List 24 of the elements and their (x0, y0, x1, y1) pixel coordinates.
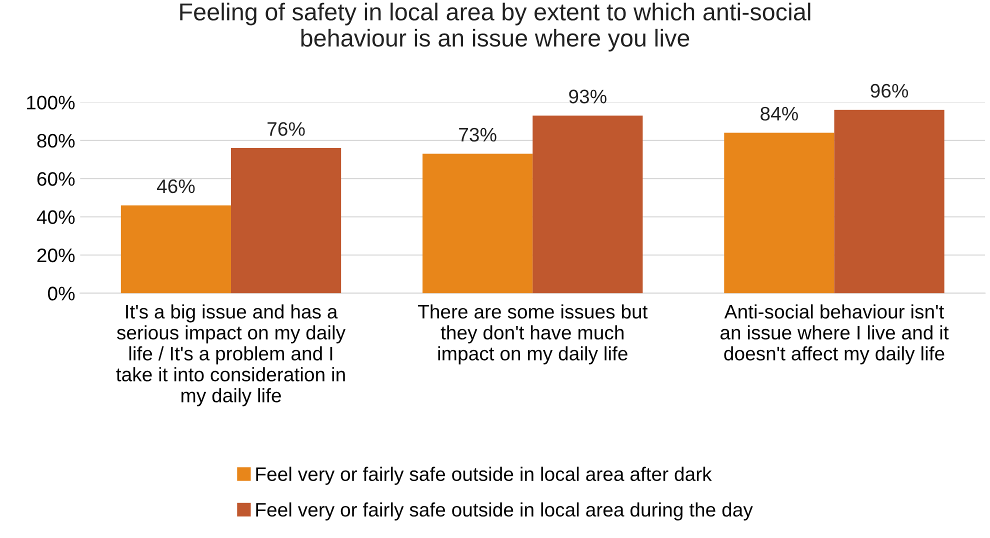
y-tick-label: 100% (27, 96, 75, 110)
legend-label: Feel very or fairly safe outside in local area during the day (256, 502, 753, 520)
bar (231, 148, 342, 294)
data-label: 93% (569, 90, 606, 104)
x-tick-label: There are some issues but they don't have much impact on my daily life (418, 304, 648, 364)
data-label: 76% (268, 122, 305, 136)
legend-label: Feel very or fairly safe outside in local area after dark (256, 466, 712, 485)
bar (532, 116, 643, 294)
y-tick-label: 60% (37, 172, 75, 186)
data-label: 73% (459, 128, 496, 142)
y-tick-label: 0% (48, 286, 75, 300)
x-tick-label: Anti-social behaviour isn't an issue where I live and it doesn't affect my daily life (720, 304, 949, 364)
chart-title: Feeling of safety in local area by extent to which anti-social behaviour is an issue where you live (180, 2, 810, 52)
data-label: 84% (760, 106, 798, 121)
bar (422, 154, 533, 294)
y-tick-label: 20% (37, 248, 75, 262)
bar (834, 110, 944, 294)
bar (120, 205, 231, 294)
x-tick-label: It's a big issue and has a serious impact on my daily life / It's a problem and I take it into consideration in my daily life (116, 304, 346, 406)
y-tick-label: 80% (37, 134, 75, 148)
bar (724, 132, 834, 294)
data-label: 96% (870, 84, 908, 98)
y-tick-label: 40% (36, 210, 75, 224)
data-label: 46% (156, 179, 195, 194)
